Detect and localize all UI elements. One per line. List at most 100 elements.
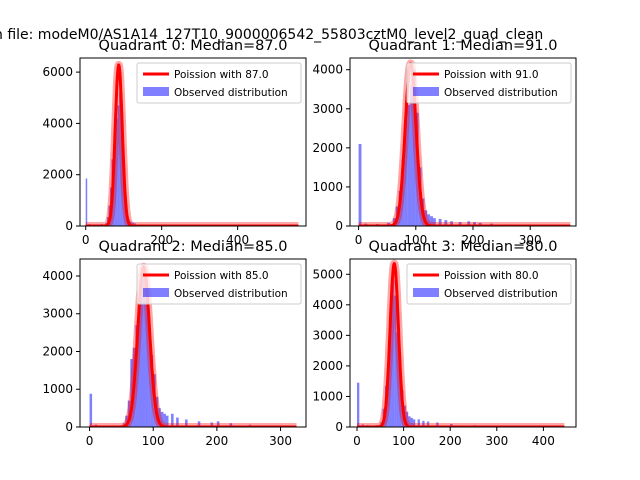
x-tick-label: 100: [404, 233, 427, 247]
y-tick-label: 2000: [42, 168, 73, 182]
legend: Poission with 87.0 Observed distribution: [136, 62, 302, 104]
legend-patch-swatch: [143, 288, 169, 297]
observed-bar: [396, 332, 399, 427]
legend: Poission with 91.0 Observed distribution: [406, 62, 572, 104]
observed-bar: [150, 355, 154, 427]
y-tick-label: 4000: [312, 298, 343, 312]
observed-bar: [430, 216, 433, 226]
y-tick-label: 6000: [42, 65, 73, 79]
observed-bar: [158, 408, 161, 427]
observed-bar: [197, 421, 201, 427]
observed-bar: [394, 295, 397, 427]
observed-bar: [438, 218, 442, 226]
observed-bar: [401, 159, 405, 226]
plot-area: [355, 59, 574, 226]
poisson-curve: [357, 62, 572, 226]
y-tick-label: 0: [335, 420, 343, 434]
poisson-curve: [84, 63, 300, 226]
observed-bar: [185, 419, 188, 427]
legend: Poission with 80.0 Observed distribution: [406, 263, 572, 305]
plot-area: [86, 262, 300, 427]
observed-bar: [417, 419, 420, 427]
y-tick-label: 0: [65, 219, 73, 233]
x-tick-label: 400: [226, 233, 249, 247]
axes-frame: [349, 57, 577, 227]
observed-bar: [176, 417, 179, 427]
legend-label-observed: Observed distribution: [174, 288, 288, 300]
observed-bar: [210, 422, 214, 427]
observed-bar: [358, 143, 362, 226]
legend-label-poisson: Poission with 87.0: [174, 69, 269, 81]
x-tick-label: 0: [86, 434, 94, 448]
observed-bar: [130, 359, 133, 427]
observed-bar: [135, 325, 138, 427]
observed-bar: [122, 143, 124, 226]
observed-bar: [407, 104, 411, 226]
x-tick-label: 400: [532, 434, 555, 448]
observed-bar: [427, 214, 431, 226]
legend-box: [406, 263, 572, 305]
observed-bar: [120, 115, 123, 226]
observed-bar: [148, 328, 151, 427]
observed-bar: [387, 362, 390, 427]
y-tick-label: 1000: [42, 382, 73, 396]
legend-label-poisson: Poission with 91.0: [444, 69, 539, 81]
poisson-curve: [356, 262, 566, 427]
legend-patch-swatch: [413, 87, 439, 96]
y-tick-label: 0: [65, 420, 73, 434]
x-tick-label: 100: [392, 434, 415, 448]
y-tick-label: 0: [335, 219, 343, 233]
observed-bar: [422, 420, 425, 427]
y-tick-label: 4000: [42, 116, 73, 130]
y-tick-label: 2000: [42, 344, 73, 358]
observed-bar: [85, 178, 88, 226]
observed-bar: [119, 92, 121, 226]
observed-bar: [424, 210, 428, 226]
panel-title: Quadrant 3: Median=80.0: [369, 239, 558, 255]
x-tick-label: 0: [355, 233, 363, 247]
axes-frame: [349, 258, 577, 428]
panel-title: Quadrant 0: Median=87.0: [99, 38, 288, 54]
observed-bar: [143, 272, 146, 427]
observed-bar: [444, 220, 448, 226]
y-tick-label: 4000: [42, 269, 73, 283]
legend-label-poisson: Poission with 85.0: [174, 270, 269, 282]
observed-bar: [171, 413, 174, 427]
observed-bar: [229, 423, 233, 427]
observed-bar: [405, 411, 409, 427]
legend-label-observed: Observed distribution: [174, 87, 288, 99]
legend-box: [136, 263, 302, 305]
panel-title: Quadrant 1: Median=91.0: [369, 38, 558, 54]
observed-bar: [125, 415, 128, 427]
observed-bar: [432, 218, 436, 226]
x-tick-label: 0: [353, 434, 361, 448]
observed-bar: [163, 413, 166, 427]
legend-label-observed: Observed distribution: [444, 87, 558, 99]
observed-bar: [426, 421, 430, 427]
y-tick-label: 5000: [312, 267, 343, 281]
axes-frame: [79, 258, 307, 428]
observed-bar: [89, 393, 93, 427]
legend-patch-swatch: [413, 288, 439, 297]
observed-bar: [473, 222, 476, 226]
observed-bar: [356, 382, 360, 427]
observed-bar: [160, 411, 164, 427]
legend-box: [406, 62, 572, 104]
x-tick-label: 200: [150, 233, 173, 247]
observed-bar: [391, 280, 395, 427]
y-tick-label: 3000: [312, 328, 343, 342]
observed-bar: [389, 310, 392, 427]
observed-bar: [114, 146, 117, 226]
figure-suptitle: n file: modeM0/AS1A14_127T10_9000006542_…: [0, 27, 543, 43]
panel-title: Quadrant 2: Median=85.0: [99, 239, 288, 255]
y-tick-label: 3000: [312, 102, 343, 116]
y-tick-label: 2000: [312, 359, 343, 373]
observed-bar: [436, 422, 439, 427]
observed-bar: [132, 222, 135, 226]
observed-bar: [467, 221, 471, 226]
x-tick-label: 200: [205, 434, 228, 448]
y-tick-label: 1000: [312, 180, 343, 194]
